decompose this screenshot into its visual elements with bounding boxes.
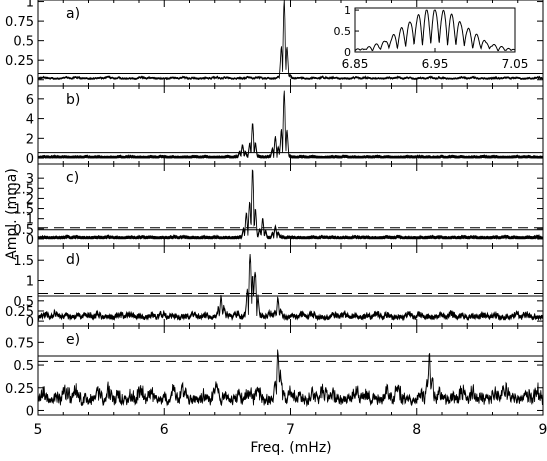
y-tick-label: 0.5 bbox=[13, 359, 34, 374]
inset-y-tick-label: 0 bbox=[344, 46, 351, 59]
panel-frame bbox=[37, 245, 544, 327]
panel-letter: c) bbox=[66, 170, 79, 186]
y-tick-label: 2 bbox=[26, 132, 34, 147]
x-tick-label: 9 bbox=[539, 422, 547, 438]
inset-y-tick-label: 0.5 bbox=[334, 25, 352, 38]
y-tick-label: 6 bbox=[26, 93, 34, 108]
x-tick-label: 5 bbox=[34, 422, 43, 438]
x-tick-label: 7 bbox=[286, 422, 295, 438]
y-tick-label: 0.75 bbox=[5, 336, 34, 351]
panel-letter: b) bbox=[66, 92, 80, 108]
spectrum-series bbox=[37, 349, 544, 408]
spectrum-series bbox=[37, 169, 544, 240]
y-tick-label: 0 bbox=[26, 404, 34, 419]
spectrum-series bbox=[37, 253, 544, 322]
y-tick-label: 4 bbox=[26, 113, 34, 128]
y-tick-label: 0.5 bbox=[13, 35, 34, 50]
y-tick-label: 0.25 bbox=[5, 54, 34, 69]
panel-letter: a) bbox=[66, 6, 80, 22]
spectrum-series bbox=[37, 0, 544, 81]
y-tick-label: 3 bbox=[26, 172, 34, 187]
y-tick-label: 0 bbox=[26, 315, 34, 330]
y-tick-label: 1.5 bbox=[13, 254, 34, 269]
inset-x-tick-label: 6.95 bbox=[422, 57, 449, 71]
panel-c: 00.511.522.53 c) bbox=[13, 163, 544, 248]
y-tick-label: 1 bbox=[26, 275, 34, 290]
panel-a: 0 0.25 0.5 0.75 1 a) 0 0.5 1 6.85 6.95 7.05 bbox=[5, 0, 544, 89]
panel-letter: e) bbox=[66, 332, 80, 348]
inset: 0 0.5 1 6.85 6.95 7.05 bbox=[334, 4, 529, 71]
inset-x-tick-label: 6.85 bbox=[342, 57, 369, 71]
y-tick-label: 1.5 bbox=[13, 203, 34, 218]
y-tick-label: 0.5 bbox=[13, 223, 34, 238]
panel-d: 00.250.5 1 1.5 d) bbox=[5, 245, 544, 330]
y-tick-label: 0.5 bbox=[13, 295, 34, 310]
spectrum-series bbox=[37, 90, 544, 159]
y-tick-label: 0.25 bbox=[5, 305, 34, 320]
inset-series bbox=[354, 9, 515, 52]
y-tick-label: 0 bbox=[26, 152, 34, 167]
inset-x-tick-label: 7.05 bbox=[502, 57, 529, 71]
y-tick-label: 0.25 bbox=[5, 382, 34, 397]
y-tick-label: 1 bbox=[26, 213, 34, 228]
y-tick-label: 2 bbox=[26, 192, 34, 207]
panel-frame bbox=[37, 163, 544, 247]
y-tick-label: 0 bbox=[26, 74, 34, 89]
y-tick-label: 0 bbox=[26, 233, 34, 248]
y-tick-label: 1 bbox=[26, 0, 34, 11]
x-axis-label: Freq. (mHz) bbox=[250, 440, 331, 456]
panel-b: 0 2 4 6 b) bbox=[26, 85, 544, 167]
y-tick-label: 0.75 bbox=[5, 15, 34, 30]
x-tick-label: 8 bbox=[412, 422, 421, 438]
inset-frame bbox=[354, 7, 516, 53]
panel-letter: d) bbox=[66, 252, 80, 268]
y-axis-label: Ampl. (mma) bbox=[4, 168, 20, 260]
panel-e: 0 0.25 0.5 0.75 e) 5 6 7 8 9 bbox=[5, 325, 547, 438]
x-tick-label: 6 bbox=[160, 422, 169, 438]
y-tick-label: 2.5 bbox=[13, 182, 34, 197]
inset-y-tick-label: 1 bbox=[344, 4, 351, 17]
